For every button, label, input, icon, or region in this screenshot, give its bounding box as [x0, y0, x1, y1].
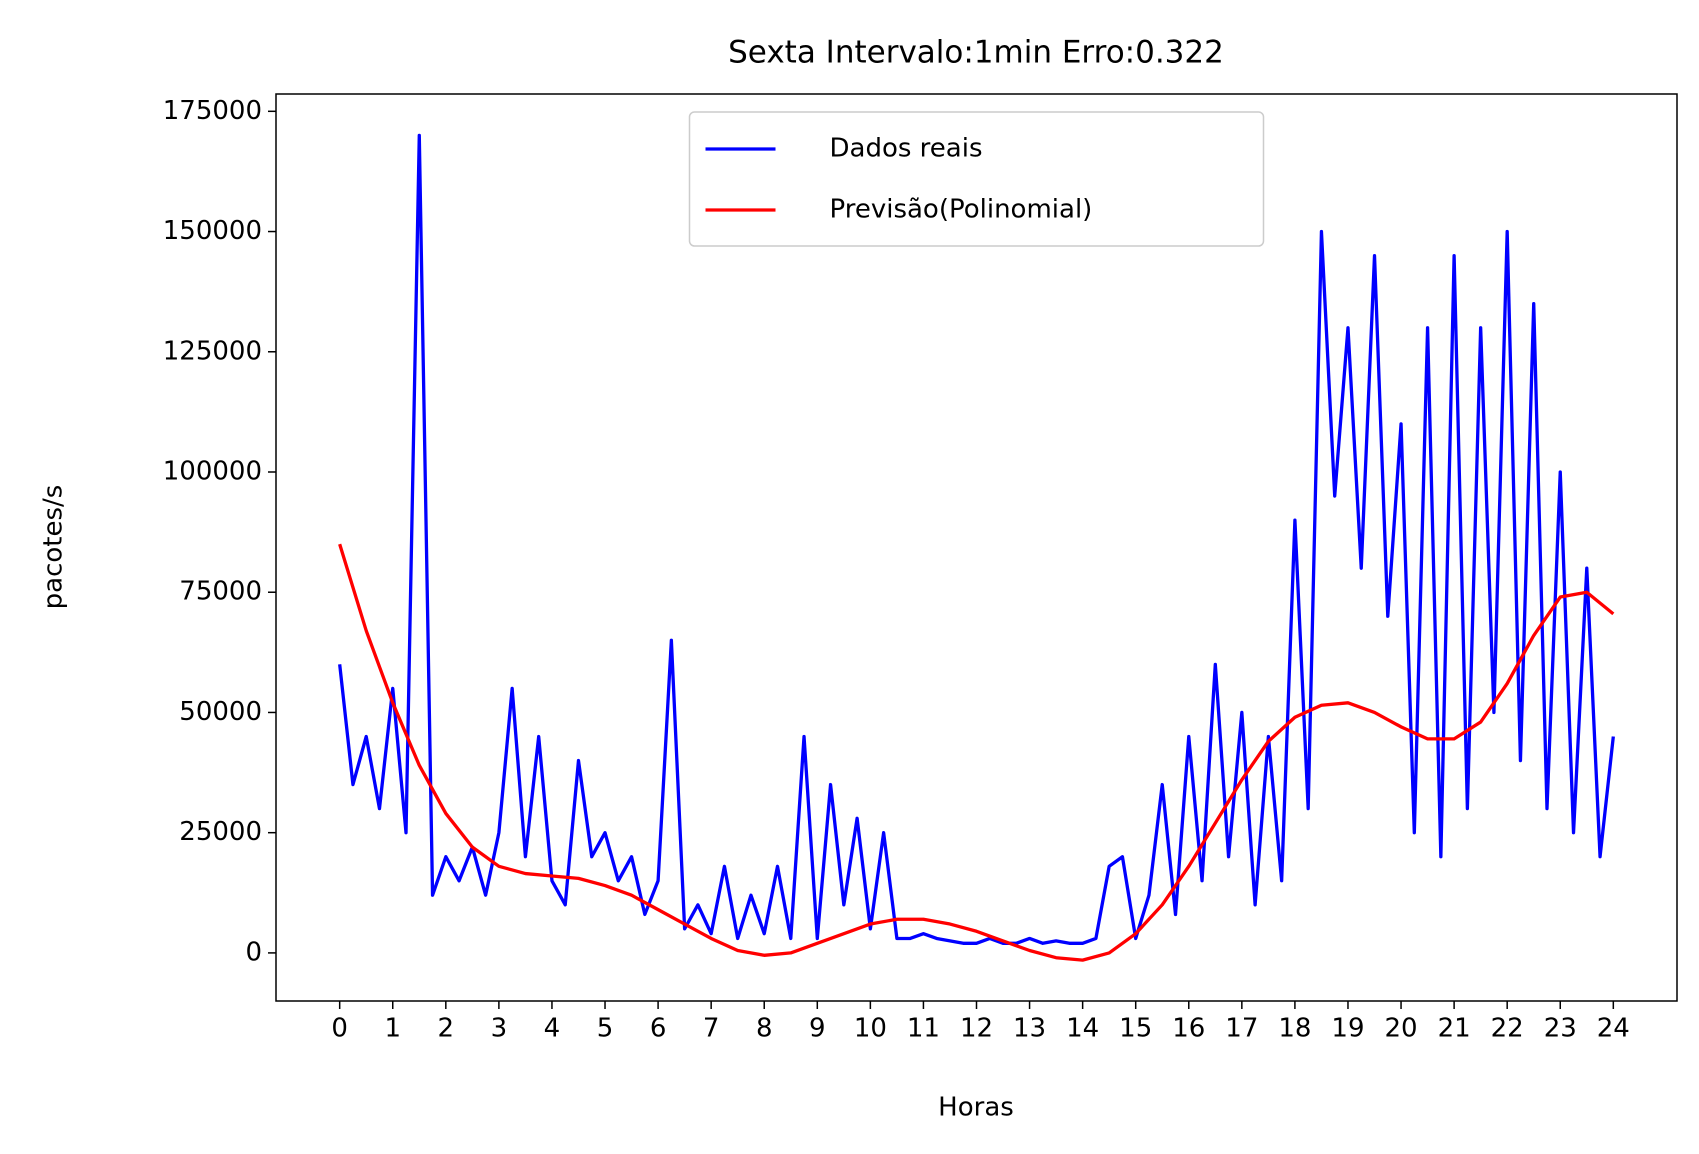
y-tick-label: 125000 — [163, 336, 262, 366]
x-tick-label: 9 — [809, 1014, 826, 1044]
x-tick-label: 24 — [1597, 1014, 1630, 1044]
x-tick-label: 3 — [491, 1014, 508, 1044]
y-tick-label: 75000 — [179, 577, 262, 607]
x-tick-label: 23 — [1544, 1014, 1577, 1044]
x-tick-label: 17 — [1225, 1014, 1258, 1044]
x-tick-label: 16 — [1172, 1014, 1205, 1044]
x-tick-label: 5 — [597, 1014, 614, 1044]
x-tick-label: 13 — [1013, 1014, 1046, 1044]
x-tick-label: 0 — [331, 1014, 348, 1044]
y-tick-label: 175000 — [163, 96, 262, 126]
x-tick-label: 15 — [1119, 1014, 1152, 1044]
plot-frame — [275, 93, 1678, 1002]
x-tick-label: 2 — [438, 1014, 455, 1044]
legend-box — [688, 111, 1265, 247]
x-tick-label: 4 — [544, 1014, 561, 1044]
y-tick-label: 0 — [245, 937, 262, 967]
y-tick-label: 50000 — [179, 697, 262, 727]
x-axis-label: Horas — [938, 1093, 1014, 1123]
x-tick-label: 10 — [854, 1014, 887, 1044]
y-tick-label: 100000 — [163, 456, 262, 486]
x-tick-label: 7 — [703, 1014, 720, 1044]
data-line — [338, 133, 1615, 945]
y-tick-label: 150000 — [163, 216, 262, 246]
x-tick-label: 11 — [907, 1014, 940, 1044]
x-tick-label: 14 — [1066, 1014, 1099, 1044]
x-tick-label: 21 — [1438, 1014, 1471, 1044]
y-axis-label: pacotes/s — [39, 485, 69, 610]
x-tick-label: 12 — [960, 1014, 993, 1044]
legend-label: Dados reais — [830, 134, 983, 164]
x-tick-label: 19 — [1331, 1014, 1364, 1044]
x-tick-label: 18 — [1278, 1014, 1311, 1044]
x-tick-label: 8 — [756, 1014, 773, 1044]
data-line — [338, 543, 1615, 962]
legend-label: Previsão(Polinomial) — [830, 195, 1093, 225]
x-tick-label: 20 — [1384, 1014, 1417, 1044]
legend: Dados reais Previsão(Polinomial) — [688, 111, 1265, 247]
x-tick-label: 22 — [1491, 1014, 1524, 1044]
x-tick-label: 6 — [650, 1014, 667, 1044]
y-tick-label: 25000 — [179, 817, 262, 847]
x-tick-label: 1 — [384, 1014, 401, 1044]
chart-title: Sexta Intervalo:1min Erro:0.322 — [728, 35, 1224, 71]
